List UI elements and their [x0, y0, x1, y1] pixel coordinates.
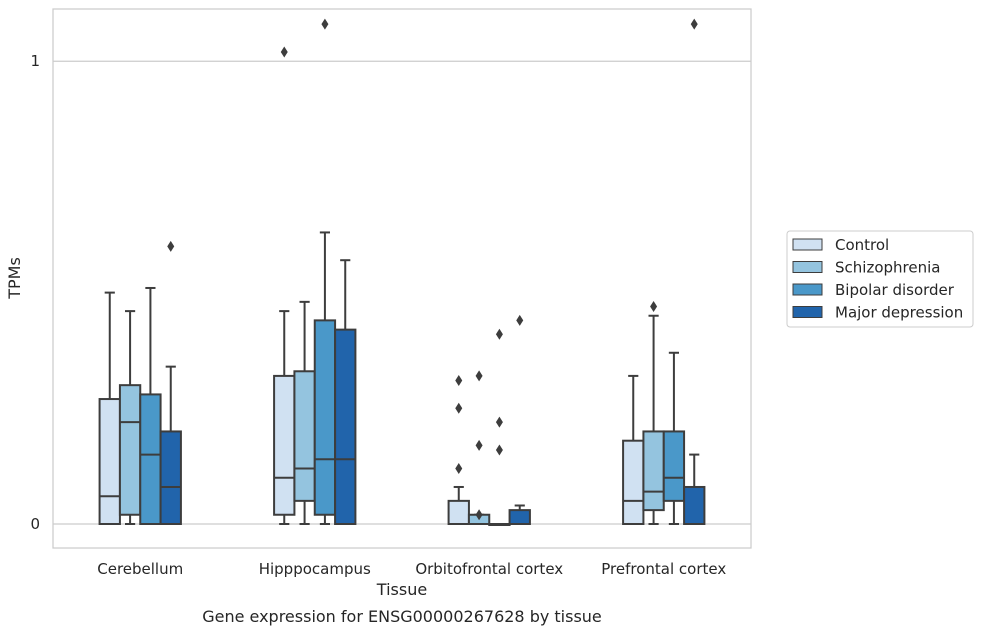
box-iqr — [642, 430, 665, 512]
x-tick-label: Cerebellum — [97, 560, 183, 578]
box-iqr — [313, 319, 337, 516]
legend: Control Schizophrenia Bipolar disorder Majo… — [786, 230, 974, 328]
outlier-point — [495, 444, 503, 456]
outlier-point — [495, 328, 503, 340]
legend-swatch — [792, 283, 823, 296]
outlier-point — [475, 439, 483, 451]
box-2-2 — [488, 328, 511, 526]
y-tick-label: 1 — [30, 52, 40, 70]
outlier-point — [455, 402, 463, 414]
outlier-point — [455, 375, 463, 387]
box-iqr — [273, 374, 296, 516]
legend-swatch — [792, 238, 823, 251]
box-2-1 — [467, 370, 491, 526]
box-iqr — [293, 370, 316, 502]
box-0-0 — [98, 291, 121, 526]
box-3-0 — [622, 374, 645, 526]
plot-area-frame — [52, 8, 752, 549]
x-tick-label: Orbitofrontal cortex — [415, 560, 563, 578]
legend-label: Control — [835, 236, 889, 254]
box-iqr — [139, 393, 162, 525]
outlier-point — [475, 509, 483, 521]
x-axis-label: Tissue — [376, 580, 427, 599]
box-iqr — [447, 499, 470, 525]
box-iqr — [622, 439, 645, 526]
outlier-point — [167, 240, 175, 252]
legend-frame — [786, 230, 974, 328]
legend-label: Bipolar disorder — [835, 281, 955, 299]
outlier-point — [690, 18, 698, 30]
box-iqr — [334, 328, 357, 525]
x-tick-label: Hipppocampus — [259, 560, 371, 578]
y-tick-labels: 0123456 — [30, 52, 40, 533]
box-iqr — [683, 485, 706, 526]
chart-caption: Gene expression for ENSG00000267628 by t… — [202, 607, 602, 626]
box-iqr — [662, 430, 686, 502]
outlier-point — [495, 416, 503, 428]
box-3-3 — [683, 18, 706, 526]
box-series — [98, 18, 706, 526]
box-iqr — [98, 398, 121, 526]
outlier-point — [475, 370, 483, 382]
box-iqr — [118, 384, 142, 516]
outlier-point — [455, 462, 463, 474]
box-1-1 — [293, 300, 316, 525]
y-tick-label: 0 — [30, 515, 40, 533]
outlier-point — [516, 314, 524, 326]
outlier-point — [321, 18, 329, 30]
box-3-2 — [662, 351, 686, 525]
box-1-0 — [273, 46, 296, 525]
box-iqr — [508, 509, 531, 525]
box-3-1 — [642, 300, 665, 525]
legend-label: Schizophrenia — [835, 259, 940, 277]
box-2-3 — [508, 314, 531, 525]
legend-label: Major depression — [835, 304, 963, 322]
box-1-2 — [313, 18, 337, 525]
x-tick-label: Prefrontal cortex — [601, 560, 726, 578]
legend-swatch — [792, 306, 823, 318]
box-2-0 — [447, 375, 470, 525]
box-0-3 — [159, 240, 182, 525]
box-0-2 — [139, 286, 162, 525]
outlier-point — [280, 46, 288, 58]
box-1-3 — [334, 259, 357, 525]
box-0-1 — [118, 310, 142, 525]
box-iqr — [159, 430, 182, 525]
outlier-point — [650, 300, 658, 312]
legend-swatch — [792, 261, 823, 273]
x-tick-labels: Cerebellum Hipppocampus Orbitofrontal cort… — [97, 560, 726, 578]
y-axis-label: TPMs — [5, 257, 24, 300]
